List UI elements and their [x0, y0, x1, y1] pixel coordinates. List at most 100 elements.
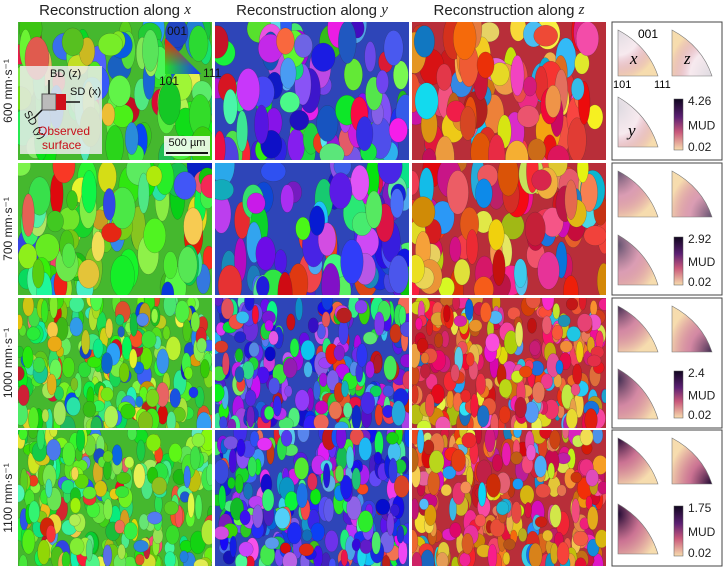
colorbar-max: 4.26 [688, 94, 712, 108]
header-axis: y [379, 2, 388, 18]
grain [388, 254, 409, 294]
grain [333, 344, 345, 361]
grain [136, 312, 150, 327]
grain [49, 430, 58, 438]
grain [594, 529, 606, 549]
colorbar-max: 1.75 [688, 501, 712, 515]
grain [572, 363, 583, 385]
grain [117, 326, 125, 338]
grain [92, 338, 104, 359]
grain [459, 552, 471, 566]
grain [434, 332, 444, 348]
grain [442, 465, 457, 480]
cube [41, 93, 57, 111]
grain [310, 522, 325, 542]
grain [542, 529, 554, 542]
grain [90, 298, 103, 312]
grain [350, 164, 370, 201]
grain [529, 340, 541, 356]
grain [570, 383, 581, 396]
grain [412, 365, 420, 386]
grain [357, 510, 374, 533]
grain [274, 507, 291, 529]
grain [391, 400, 406, 426]
grain [307, 317, 319, 334]
grain [120, 403, 136, 420]
scale-label: 500 µm [169, 137, 206, 149]
grain [161, 281, 175, 295]
grain [559, 340, 573, 353]
grain [243, 482, 254, 500]
grain [235, 310, 250, 324]
grain [294, 457, 309, 480]
grain [215, 340, 229, 353]
grain [223, 88, 238, 125]
grain [218, 485, 227, 511]
grain [202, 245, 212, 270]
grain [351, 467, 361, 491]
grain [476, 51, 495, 79]
grain [37, 539, 51, 565]
grain [323, 498, 335, 523]
grain [264, 536, 280, 550]
grain [215, 179, 234, 201]
grain [66, 190, 78, 211]
grain [47, 335, 63, 352]
grain [440, 484, 452, 497]
grain [246, 405, 255, 428]
grain [311, 42, 336, 72]
colorbar-min: 0.02 [688, 408, 712, 422]
grain [296, 482, 309, 509]
grain [277, 271, 293, 295]
grain [91, 231, 105, 262]
grain [193, 558, 209, 566]
grain [322, 462, 331, 489]
grain [114, 519, 126, 534]
grain [377, 163, 403, 185]
grain [334, 465, 345, 483]
grain [200, 174, 212, 199]
observed-1: Observed [38, 124, 90, 138]
grain [386, 512, 395, 536]
grain [446, 389, 454, 409]
grain [294, 389, 310, 412]
grain [422, 148, 437, 160]
grain [415, 317, 423, 331]
grain [464, 298, 474, 321]
grain [21, 193, 35, 237]
grain [102, 450, 114, 463]
grain [61, 242, 76, 268]
grain [346, 495, 362, 521]
grain [420, 352, 430, 364]
grain [488, 218, 505, 251]
grain [101, 222, 122, 243]
grain [298, 543, 314, 557]
grain [412, 384, 419, 404]
grain [284, 385, 293, 398]
grain [449, 522, 462, 538]
grain [234, 366, 245, 383]
grain [117, 543, 126, 560]
grain [393, 475, 409, 498]
grain [268, 330, 279, 346]
grain [282, 357, 298, 379]
grain [400, 353, 409, 368]
grain [162, 325, 171, 341]
grain [18, 314, 23, 330]
grain [145, 433, 162, 452]
grain [61, 551, 71, 566]
grain [375, 69, 389, 94]
pf-label-z: z [683, 49, 691, 68]
grain [489, 518, 506, 538]
grain [108, 75, 132, 107]
grain [143, 217, 167, 254]
grain [169, 388, 181, 408]
grain [484, 430, 496, 453]
grain [412, 447, 419, 473]
grain [514, 321, 524, 348]
grain [528, 542, 543, 566]
grain [164, 551, 176, 566]
grain [163, 298, 177, 317]
grain [35, 233, 60, 262]
observed-2: surface [42, 138, 82, 152]
